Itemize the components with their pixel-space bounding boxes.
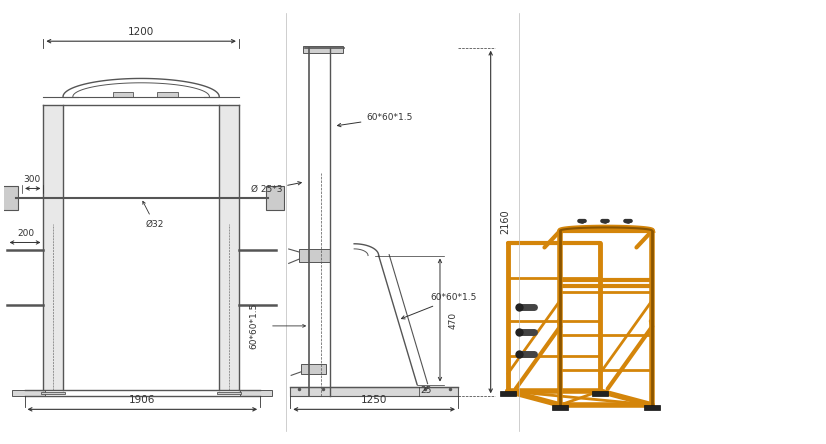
Bar <box>216 392 241 394</box>
Bar <box>299 249 330 262</box>
Bar <box>44 105 63 390</box>
Text: 470: 470 <box>449 311 457 329</box>
Bar <box>112 91 133 97</box>
Bar <box>302 47 344 53</box>
Bar <box>301 364 325 374</box>
Text: 200: 200 <box>17 229 34 238</box>
Text: Ø 25*3: Ø 25*3 <box>250 182 301 194</box>
Text: 1906: 1906 <box>129 395 155 405</box>
Bar <box>291 387 458 396</box>
Text: 2160: 2160 <box>501 210 510 234</box>
Bar <box>266 186 284 210</box>
Text: 1250: 1250 <box>361 395 387 405</box>
Text: 60*60*1.5: 60*60*1.5 <box>249 303 258 349</box>
Bar <box>219 105 239 390</box>
Bar <box>158 91 178 97</box>
Text: 60*60*1.5: 60*60*1.5 <box>338 113 413 127</box>
Text: 1200: 1200 <box>128 27 154 37</box>
Text: 60*60*1.5: 60*60*1.5 <box>401 293 477 319</box>
Bar <box>552 404 568 410</box>
Bar <box>0 186 18 210</box>
Bar <box>644 404 660 410</box>
Bar <box>41 392 65 394</box>
Bar <box>500 391 516 396</box>
Text: 25: 25 <box>420 386 432 395</box>
Text: Ø32: Ø32 <box>143 201 164 228</box>
Bar <box>12 390 45 396</box>
Bar <box>591 391 608 396</box>
Text: 300: 300 <box>23 174 40 184</box>
Bar <box>240 390 273 396</box>
